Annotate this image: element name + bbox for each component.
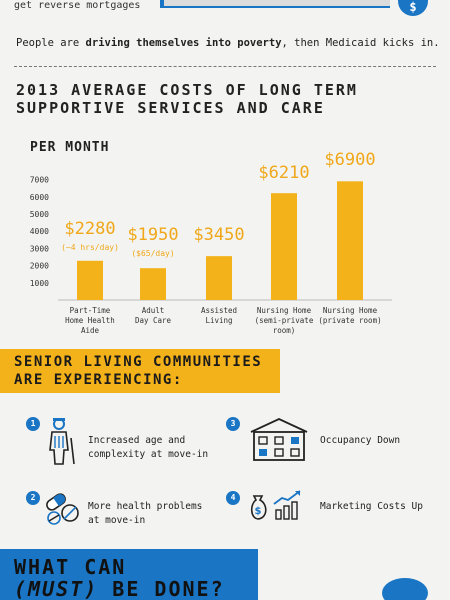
senior-section-title: SENIOR LIVING COMMUNITIES ARE EXPERIENCI… xyxy=(14,353,262,389)
category-label: Aide xyxy=(81,326,100,335)
item-number-3: 3 xyxy=(226,417,240,431)
top-progress-bar xyxy=(160,0,390,8)
item-label-age: Increased age and complexity at move-in xyxy=(88,434,208,462)
what-can-be-done-title: WHAT CAN (MUST) BE DONE? xyxy=(14,556,225,600)
category-label: (semi-private xyxy=(255,316,314,325)
bar xyxy=(271,193,297,300)
cost-section-title: 2013 AVERAGE COSTS OF LONG TERM SUPPORTI… xyxy=(16,81,358,117)
bar-sublabel: (~4 hrs/day) xyxy=(61,243,119,252)
cost-bar-chart: 1000 2000 3000 4000 5000 6000 7000 $2280 (~4 hrs… xyxy=(0,150,450,340)
bar xyxy=(337,181,363,300)
y-tick-label: 5000 xyxy=(30,210,49,219)
bar xyxy=(140,268,166,300)
pills-icon xyxy=(44,492,80,526)
category-label: Nursing Home xyxy=(323,306,378,315)
bar-value-label: $6210 xyxy=(258,163,309,183)
item-number-1: 1 xyxy=(26,417,40,431)
category-label: Nursing Home xyxy=(257,306,312,315)
bar-value-label: $3450 xyxy=(193,225,244,245)
item-label-marketing: Marketing Costs Up xyxy=(320,500,423,514)
bar-sublabel: ($65/day) xyxy=(131,249,174,258)
bar-value-label: $1950 xyxy=(127,225,178,245)
y-tick-label: 6000 xyxy=(30,193,49,202)
y-tick-label: 3000 xyxy=(30,244,49,253)
poverty-emphasis: driving themselves into poverty xyxy=(86,37,282,49)
bar xyxy=(206,256,232,300)
y-tick-label: 1000 xyxy=(30,279,49,288)
poverty-statement: People are driving themselves into pover… xyxy=(16,37,440,49)
category-label: Home Health xyxy=(65,316,115,325)
category-label: Day Care xyxy=(135,316,172,325)
bar xyxy=(77,261,103,300)
y-tick-label: 7000 xyxy=(30,176,49,185)
item-label-health: More health problems at move-in xyxy=(88,500,202,528)
bar-value-label: $2280 xyxy=(64,219,115,239)
item-number-4: 4 xyxy=(226,491,240,505)
svg-text:$: $ xyxy=(255,506,262,517)
y-tick-label: 2000 xyxy=(30,262,49,271)
dollar-icon: $ xyxy=(398,0,428,16)
doctor-icon xyxy=(382,578,428,600)
y-tick-label: 4000 xyxy=(30,227,49,236)
item-number-2: 2 xyxy=(26,491,40,505)
category-label: Assisted xyxy=(201,306,237,315)
reverse-mortgage-text: get reverse mortgages xyxy=(14,0,140,11)
building-icon xyxy=(248,416,310,462)
category-label: Adult xyxy=(142,306,165,315)
category-label: (private room) xyxy=(318,316,381,325)
category-label: Living xyxy=(205,316,232,325)
elderly-person-icon xyxy=(44,416,78,466)
category-label: Part-Time xyxy=(70,306,111,315)
bar-value-label: $6900 xyxy=(324,150,375,170)
item-label-occupancy: Occupancy Down xyxy=(320,434,400,448)
section-divider xyxy=(14,66,436,67)
category-label: room) xyxy=(273,326,296,335)
marketing-costs-icon: $ xyxy=(248,488,306,522)
